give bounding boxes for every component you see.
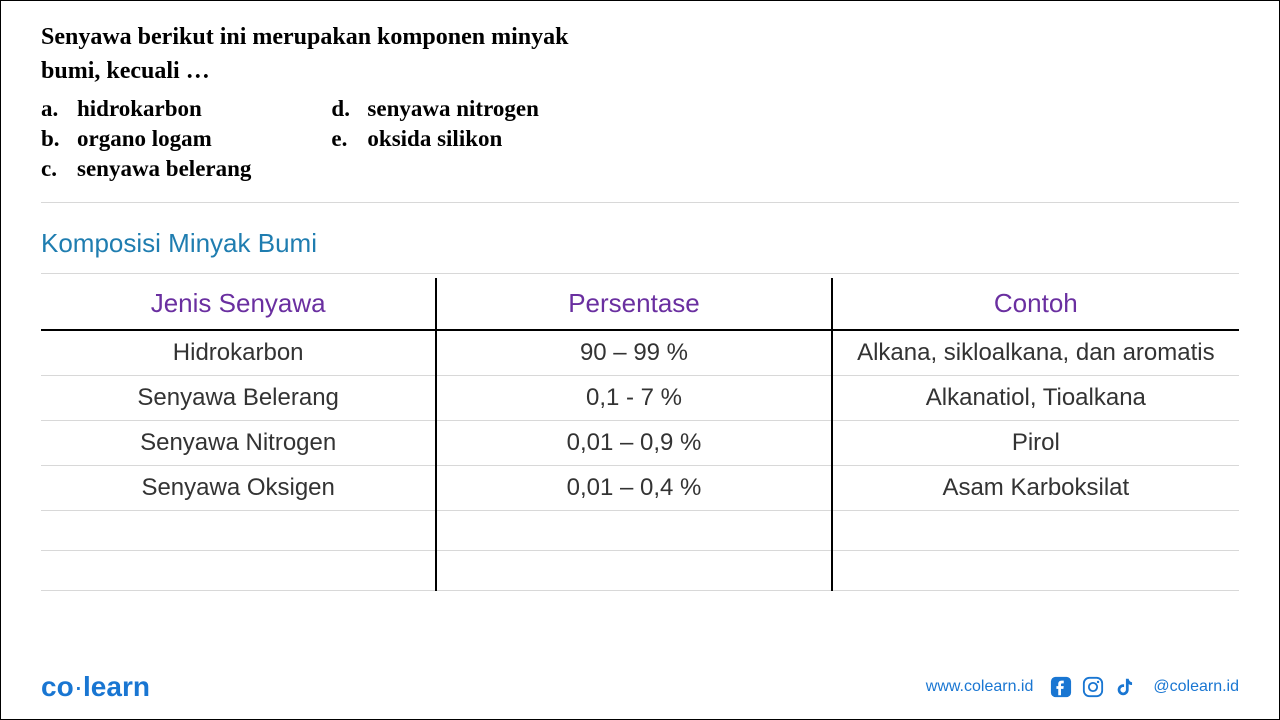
question-block: Senyawa berikut ini merupakan komponen m… <box>41 21 1239 182</box>
option-text: senyawa nitrogen <box>367 96 538 122</box>
cell-empty <box>41 551 436 591</box>
option-e: e. oksida silikon <box>331 126 538 152</box>
table-row-empty <box>41 511 1239 551</box>
option-a: a. hidrokarbon <box>41 96 251 122</box>
table-header-row: Jenis Senyawa Persentase Contoh <box>41 278 1239 330</box>
answer-options: a. hidrokarbon b. organo logam c. senyaw… <box>41 96 1239 182</box>
table-row-empty <box>41 551 1239 591</box>
table-row: Senyawa Nitrogen 0,01 – 0,9 % Pirol <box>41 421 1239 466</box>
cell-contoh: Pirol <box>832 421 1239 466</box>
cell-empty <box>41 511 436 551</box>
option-text: organo logam <box>77 126 212 152</box>
option-letter: e. <box>331 126 355 152</box>
cell-jenis: Senyawa Nitrogen <box>41 421 436 466</box>
footer-right: www.colearn.id @colearn.id <box>926 675 1239 699</box>
option-letter: b. <box>41 126 65 152</box>
cell-jenis: Senyawa Belerang <box>41 376 436 421</box>
th-jenis: Jenis Senyawa <box>41 278 436 330</box>
logo: co·learn <box>41 671 150 703</box>
cell-empty <box>832 551 1239 591</box>
footer-url: www.colearn.id <box>926 678 1034 696</box>
content-area: Senyawa berikut ini merupakan komponen m… <box>1 1 1279 591</box>
logo-co: co <box>41 671 74 702</box>
footer: co·learn www.colearn.id @colearn.id <box>41 671 1239 703</box>
instagram-icon <box>1081 675 1105 699</box>
option-c: c. senyawa belerang <box>41 156 251 182</box>
option-text: senyawa belerang <box>77 156 251 182</box>
cell-contoh: Alkanatiol, Tioalkana <box>832 376 1239 421</box>
logo-dot: · <box>74 671 83 702</box>
option-letter: a. <box>41 96 65 122</box>
th-persentase: Persentase <box>436 278 831 330</box>
options-column-1: a. hidrokarbon b. organo logam c. senyaw… <box>41 96 251 182</box>
cell-persentase: 0,1 - 7 % <box>436 376 831 421</box>
cell-contoh: Asam Karboksilat <box>832 466 1239 511</box>
cell-empty <box>436 551 831 591</box>
composition-table: Jenis Senyawa Persentase Contoh Hidrokar… <box>41 278 1239 591</box>
facebook-icon <box>1049 675 1073 699</box>
cell-jenis: Hidrokarbon <box>41 330 436 376</box>
th-contoh: Contoh <box>832 278 1239 330</box>
question-text: Senyawa berikut ini merupakan komponen m… <box>41 21 601 88</box>
cell-empty <box>436 511 831 551</box>
cell-persentase: 0,01 – 0,4 % <box>436 466 831 511</box>
logo-learn: learn <box>83 671 150 702</box>
tiktok-icon <box>1113 675 1137 699</box>
option-text: oksida silikon <box>367 126 502 152</box>
option-letter: c. <box>41 156 65 182</box>
option-d: d. senyawa nitrogen <box>331 96 538 122</box>
cell-contoh: Alkana, sikloalkana, dan aromatis <box>832 330 1239 376</box>
table-row: Hidrokarbon 90 – 99 % Alkana, sikloalkan… <box>41 330 1239 376</box>
cell-persentase: 0,01 – 0,9 % <box>436 421 831 466</box>
table-row: Senyawa Belerang 0,1 - 7 % Alkanatiol, T… <box>41 376 1239 421</box>
footer-handle: @colearn.id <box>1153 678 1239 696</box>
section-title: Komposisi Minyak Bumi <box>41 228 1239 263</box>
social-icons <box>1049 675 1137 699</box>
option-letter: d. <box>331 96 355 122</box>
cell-persentase: 90 – 99 % <box>436 330 831 376</box>
options-column-2: d. senyawa nitrogen e. oksida silikon <box>331 96 538 182</box>
cell-empty <box>832 511 1239 551</box>
option-text: hidrokarbon <box>77 96 202 122</box>
cell-jenis: Senyawa Oksigen <box>41 466 436 511</box>
table-row: Senyawa Oksigen 0,01 – 0,4 % Asam Karbok… <box>41 466 1239 511</box>
option-b: b. organo logam <box>41 126 251 152</box>
